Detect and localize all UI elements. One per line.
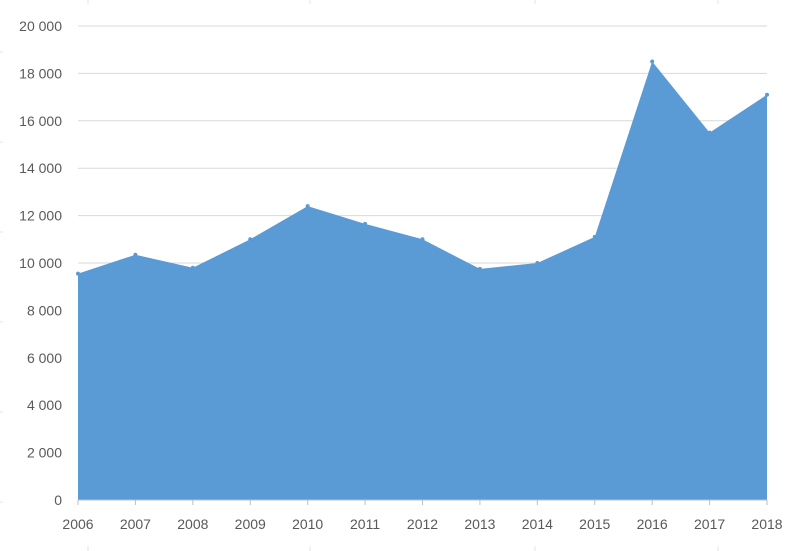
data-point-2011 (363, 221, 368, 226)
data-point-2015 (592, 234, 597, 239)
data-point-2017 (707, 130, 712, 135)
y-tick-label: 18 000 (19, 65, 62, 81)
y-tick-label: 16 000 (19, 113, 62, 129)
x-tick-label: 2014 (522, 516, 553, 532)
y-tick-label: 0 (54, 492, 62, 508)
data-point-2008 (190, 265, 195, 270)
x-tick-label: 2006 (62, 516, 93, 532)
x-tick-label: 2008 (177, 516, 208, 532)
x-tick-label: 2012 (407, 516, 438, 532)
area-series-layer (76, 59, 769, 501)
data-point-2007 (133, 252, 138, 257)
data-point-2009 (248, 237, 253, 242)
data-point-2014 (535, 261, 540, 265)
x-tick-label: 2017 (694, 516, 725, 532)
data-point-2012 (420, 237, 425, 242)
area-series-0 (78, 61, 767, 501)
y-tick-label: 10 000 (19, 255, 62, 271)
x-axis-tick-labels: 2006 2007 2008 2009 2010 2011 2012 2013 2014 2015… (62, 516, 782, 532)
x-tick-label: 2013 (464, 516, 495, 532)
x-tick-label: 2010 (292, 516, 323, 532)
y-tick-label: 4 000 (27, 397, 62, 413)
y-tick-label: 12 000 (19, 208, 62, 224)
x-tick-label: 2015 (579, 516, 610, 532)
x-tick-label: 2016 (637, 516, 668, 532)
data-point-2016 (650, 59, 655, 64)
data-point-2006 (76, 271, 80, 276)
x-tick-label: 2007 (120, 516, 151, 532)
y-axis-tick-labels: 0 2 000 4 000 6 000 8 000 10 000 12 000 14 000 1… (19, 18, 62, 508)
y-tick-label: 6 000 (27, 350, 62, 366)
y-tick-label: 20 000 (19, 18, 62, 34)
data-point-2010 (305, 204, 310, 209)
y-tick-label: 14 000 (19, 160, 62, 176)
data-point-2018 (765, 92, 769, 97)
x-tick-label: 2011 (350, 516, 380, 532)
data-point-2013 (477, 266, 482, 271)
y-tick-label: 2 000 (27, 445, 62, 461)
y-tick-label: 8 000 (27, 302, 62, 318)
x-tick-label: 2018 (751, 516, 782, 532)
x-axis (0, 0, 768, 551)
x-tick-label: 2009 (235, 516, 266, 532)
